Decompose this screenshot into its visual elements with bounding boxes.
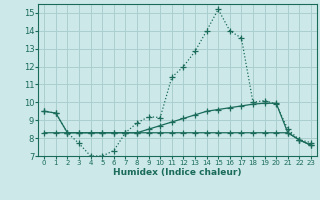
X-axis label: Humidex (Indice chaleur): Humidex (Indice chaleur) [113,168,242,177]
